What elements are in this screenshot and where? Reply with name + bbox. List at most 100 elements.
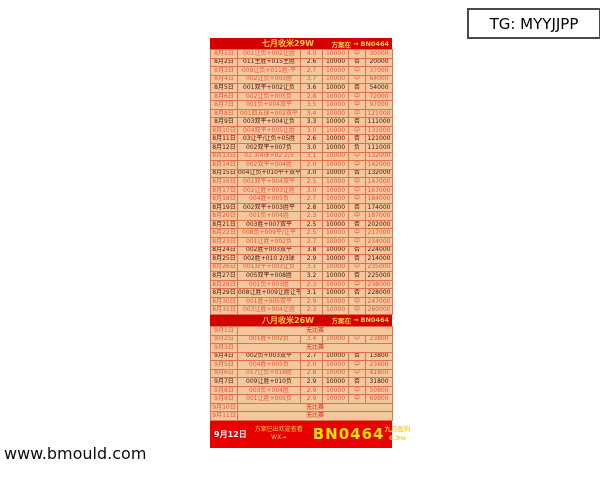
table-row: 9月10日 无比赛 bbox=[210, 402, 394, 413]
table-row: 8月7日 001负+004双平 3.5 10000 中 97000 bbox=[210, 100, 393, 110]
row-result: 中 bbox=[348, 385, 366, 396]
row-date: 9月5日 bbox=[210, 360, 238, 370]
table-row: 9月9日 001让胜+005负 2.9 10000 中 69800 bbox=[210, 394, 394, 404]
row-stake: 10000 bbox=[322, 305, 349, 315]
row-stake: 10000 bbox=[322, 202, 349, 213]
row-odds: 3.1 bbox=[300, 262, 323, 273]
betting-flyer: 七月收米29W 方案在 → BN0464 8月1日 001让负+002让胜 4.0 1… bbox=[210, 38, 410, 448]
row-date: 8月31日 bbox=[210, 305, 238, 315]
row-result: 否 bbox=[348, 134, 366, 144]
row-result: 否 bbox=[348, 288, 366, 298]
row-date: 9月3日 bbox=[210, 343, 238, 353]
row-odds: 2.9 bbox=[300, 254, 323, 264]
row-result: 中 bbox=[348, 296, 366, 307]
footer-bar: 9月12日 方案已出欢迎查看 WX→ BN0464 九月盈利 6.9w bbox=[210, 420, 410, 448]
footer-plan-code: BN0464 bbox=[312, 425, 385, 444]
row-result: 否 bbox=[348, 245, 366, 256]
footer-profit-value: 6.9w bbox=[388, 434, 407, 443]
row-result: 中 bbox=[348, 74, 366, 85]
row-odds: 3.7 bbox=[300, 74, 323, 85]
table-row: 9月11日 无比赛 bbox=[210, 411, 394, 421]
row-odds: 2.7 bbox=[300, 237, 323, 247]
row-date: 9月9日 bbox=[210, 394, 238, 404]
table-row: 8月27日 005双平+008胜 3.2 10000 否 225000 bbox=[210, 271, 393, 281]
table-row: 9月7日 009让胜+010负 2.9 10000 否 31800 bbox=[210, 377, 394, 387]
row-picks: 009让胜+010负 bbox=[237, 377, 301, 387]
row-stake: 10000 bbox=[322, 177, 349, 187]
table-row: 9月6日 017让负+018胜 2.8 10000 中 41800 bbox=[210, 368, 394, 379]
row-result: 中 bbox=[348, 185, 366, 196]
row-odds: 3.0 bbox=[300, 125, 323, 136]
row-result: 中 bbox=[348, 368, 366, 379]
row-picks: 003负+004胜 bbox=[237, 385, 301, 396]
row-result: 中 bbox=[348, 66, 366, 76]
row-amount: 225000 bbox=[365, 271, 393, 281]
arrow-icon: → bbox=[353, 316, 359, 325]
row-amount: 37000 bbox=[365, 66, 393, 76]
row-odds: 3.1 bbox=[300, 151, 323, 162]
plan-code: BN0464 bbox=[360, 316, 390, 325]
row-odds: 2.5 bbox=[300, 219, 323, 230]
row-picks: 001负+004胜 bbox=[237, 211, 301, 221]
row-stake: 10000 bbox=[322, 296, 349, 307]
row-date: 8月4日 bbox=[210, 74, 238, 85]
row-date: 8月22日 bbox=[210, 228, 238, 239]
row-picks: 003让胜+004让胜 bbox=[237, 305, 301, 315]
row-result: 中 bbox=[348, 360, 366, 370]
row-picks: 002双平+003胜平 bbox=[237, 202, 301, 213]
row-stake: 10000 bbox=[322, 143, 349, 153]
row-stake: 10000 bbox=[322, 117, 349, 127]
row-amount: 23800 bbox=[364, 334, 394, 345]
row-stake: 10000 bbox=[322, 134, 349, 144]
row-result: 中 bbox=[348, 211, 366, 221]
row-result: 否 bbox=[348, 351, 366, 362]
row-result: 否 bbox=[348, 202, 366, 213]
table-row: 8月24日 002胜+003双平 3.8 10000 否 224000 bbox=[210, 245, 393, 256]
table-row: 8月3日 009让负+011胜-平 2.7 10000 中 37000 bbox=[210, 66, 393, 76]
row-date: 8月12日 bbox=[210, 143, 238, 153]
row-date: 9月6日 bbox=[210, 368, 238, 379]
row-date: 8月6日 bbox=[210, 91, 238, 102]
row-amount: 20000 bbox=[365, 57, 393, 68]
row-stake: 10000 bbox=[322, 83, 349, 93]
row-stake: 10000 bbox=[322, 334, 349, 345]
row-odds: 3.3 bbox=[300, 117, 323, 127]
row-picks: 001双平+003让负 bbox=[237, 262, 301, 273]
row-result: 中 bbox=[348, 394, 366, 404]
row-stake: 10000 bbox=[322, 377, 349, 387]
row-picks: 003胜+007双平 bbox=[237, 219, 301, 230]
row-stake: 10000 bbox=[322, 245, 349, 256]
row-amount: 260000 bbox=[365, 305, 393, 315]
row-picks: 001胜+005双平 bbox=[237, 296, 301, 307]
row-odds: 2.3 bbox=[300, 279, 323, 290]
table-row: 8月19日 002双平+003胜平 2.8 10000 否 174000 bbox=[210, 202, 393, 213]
row-amount: 31800 bbox=[364, 377, 394, 387]
row-date: 9月10日 bbox=[210, 402, 238, 413]
row-date: 8月8日 bbox=[210, 108, 238, 119]
table-row: 8月2日 011主胜+015主胜 2.6 10000 否 20000 bbox=[210, 57, 393, 68]
tg-contact-label: TG: MYYJJPP bbox=[489, 14, 579, 33]
row-stake: 10000 bbox=[322, 57, 349, 68]
row-picks: 002胜+003双平 bbox=[237, 245, 301, 256]
row-date: 8月9日 bbox=[210, 117, 238, 127]
row-picks: 002让胜+003让胜 bbox=[237, 185, 301, 196]
row-picks: 01 3/4球+02 2/3 bbox=[237, 151, 301, 162]
row-amount: 54000 bbox=[365, 83, 393, 93]
row-date: 8月29日 bbox=[210, 288, 238, 298]
table-row: 9月3日 无比赛 bbox=[210, 343, 394, 353]
table-row: 9月5日 004胜+005负 2.0 10000 中 23800 bbox=[210, 360, 394, 370]
row-date: 8月26日 bbox=[210, 262, 238, 273]
row-odds: 2.5 bbox=[300, 177, 323, 187]
row-result: 中 bbox=[348, 108, 366, 119]
row-amount: 235000 bbox=[365, 262, 393, 273]
table-row: 8月21日 003胜+007双平 2.5 10000 否 202000 bbox=[210, 219, 393, 230]
row-result: 否 bbox=[348, 377, 366, 387]
row-picks: 001让胜+002负 bbox=[237, 237, 301, 247]
row-amount: 217000 bbox=[365, 228, 393, 239]
row-stake: 10000 bbox=[322, 100, 349, 110]
row-result: 中 bbox=[348, 177, 366, 187]
row-amount: 131000 bbox=[365, 125, 393, 136]
row-picks: 008让胜+009让胜让平 bbox=[237, 288, 301, 298]
row-odds: 2.9 bbox=[300, 385, 323, 396]
row-odds: 2.3 bbox=[300, 305, 323, 315]
